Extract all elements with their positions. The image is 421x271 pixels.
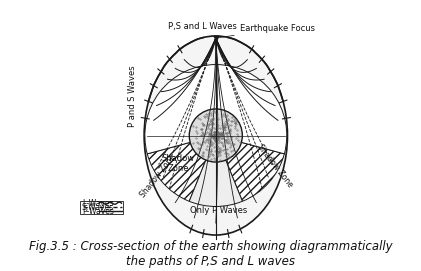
Ellipse shape: [144, 36, 288, 235]
Text: Earthquake Focus: Earthquake Focus: [218, 24, 315, 38]
Bar: [80, 201, 123, 214]
Text: S-Waves: S-Waves: [82, 203, 114, 212]
Text: Shadow
Zone: Shadow Zone: [162, 154, 195, 173]
Text: P-Waves: P-Waves: [82, 207, 114, 216]
Text: L-Waves: L-Waves: [82, 199, 113, 208]
Text: Only P Waves: Only P Waves: [190, 206, 247, 215]
Text: Shadow Zone: Shadow Zone: [255, 143, 294, 189]
Text: P and S Waves: P and S Waves: [128, 65, 137, 127]
Wedge shape: [147, 136, 216, 201]
Wedge shape: [189, 136, 242, 207]
Text: Shadow Zone: Shadow Zone: [139, 153, 178, 199]
Text: Fig.3.5 : Cross-section of the earth showing diagrammatically
the paths of P,S a: Fig.3.5 : Cross-section of the earth sho…: [29, 240, 392, 268]
Circle shape: [189, 109, 242, 162]
Wedge shape: [145, 64, 287, 154]
Text: P,S and L Waves: P,S and L Waves: [168, 22, 237, 31]
Wedge shape: [216, 136, 284, 201]
